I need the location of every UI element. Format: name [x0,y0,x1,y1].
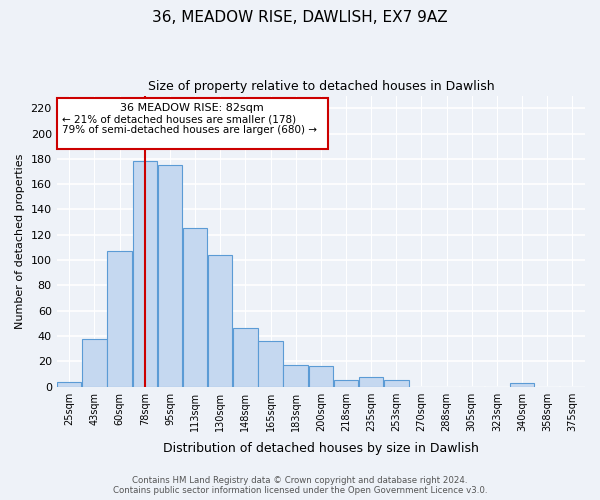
Bar [259,341,283,386]
Bar [233,328,257,386]
Title: Size of property relative to detached houses in Dawlish: Size of property relative to detached ho… [148,80,494,93]
Text: Contains HM Land Registry data © Crown copyright and database right 2024.
Contai: Contains HM Land Registry data © Crown c… [113,476,487,495]
Text: 36 MEADOW RISE: 82sqm: 36 MEADOW RISE: 82sqm [120,103,264,113]
Bar [133,162,157,386]
Bar [359,376,383,386]
Bar [510,383,535,386]
Bar [384,380,409,386]
Y-axis label: Number of detached properties: Number of detached properties [15,154,25,329]
Text: 79% of semi-detached houses are larger (680) →: 79% of semi-detached houses are larger (… [62,124,317,134]
Bar [183,228,207,386]
Bar [308,366,333,386]
Bar [57,382,82,386]
Text: ← 21% of detached houses are smaller (178): ← 21% of detached houses are smaller (17… [62,114,296,124]
Bar [158,165,182,386]
Text: 36, MEADOW RISE, DAWLISH, EX7 9AZ: 36, MEADOW RISE, DAWLISH, EX7 9AZ [152,10,448,25]
Bar [82,338,107,386]
X-axis label: Distribution of detached houses by size in Dawlish: Distribution of detached houses by size … [163,442,479,455]
Bar [283,365,308,386]
Bar [107,251,132,386]
Bar [334,380,358,386]
Bar [208,255,232,386]
FancyBboxPatch shape [56,98,328,148]
